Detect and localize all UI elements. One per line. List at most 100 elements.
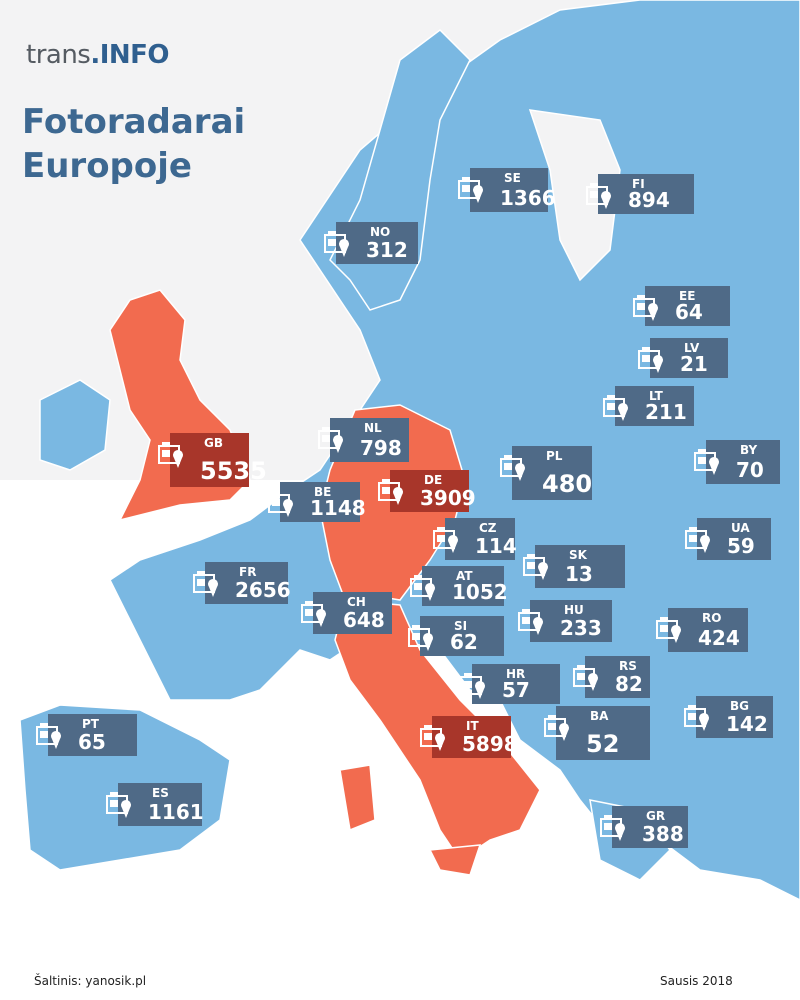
camera-icon [573,665,598,691]
camera-count: 5535 [200,457,267,485]
camera-count: 1366 [500,186,556,210]
country-box: EE 64 [633,286,730,326]
camera-icon [408,625,433,651]
country-box: CH 648 [301,592,392,634]
country-box: BA 52 [544,706,650,760]
country-code: FR [239,565,257,579]
camera-count: 1161 [148,800,204,824]
country-code: IT [466,719,479,733]
country-box: SE 1366 [458,168,556,212]
country-box: PT 65 [36,714,137,756]
source: Šaltinis: yanosik.pl [34,974,147,988]
camera-count: 59 [727,534,755,558]
country-box: IT 5898 [420,716,518,758]
camera-count: 52 [586,730,620,758]
country-code: SI [454,619,468,633]
country-box: ES 1161 [106,783,204,826]
camera-count: 3909 [420,486,476,510]
camera-icon [158,442,183,468]
country-box: LV 21 [638,338,728,378]
country-code: LT [649,389,663,403]
camera-count: 1148 [310,496,366,520]
country-code: RS [619,659,637,673]
country-box: HR 57 [460,664,560,704]
camera-icon [633,295,658,321]
country-code: SK [569,548,587,562]
camera-icon [318,427,343,453]
camera-count: 62 [450,630,478,654]
country-box: NL 798 [318,418,409,462]
camera-icon [638,347,663,373]
camera-count: 480 [542,470,593,498]
camera-count: 5898 [462,732,518,756]
camera-count: 114 [475,534,517,558]
country-code: BE [314,485,332,499]
camera-icon [106,792,131,818]
country-code: ES [152,786,169,800]
country-box: PL 480 [500,446,593,500]
camera-icon [420,725,445,751]
camera-count: 798 [360,436,402,460]
camera-icon [410,575,435,601]
camera-icon [460,673,485,699]
camera-icon [603,395,628,421]
camera-icon [378,479,403,505]
camera-count: 312 [366,238,408,262]
camera-icon [36,723,61,749]
country-box: FI 894 [586,174,694,214]
country-code: BA [590,709,609,723]
camera-count: 65 [78,730,106,754]
camera-count: 1052 [452,580,508,604]
country-code: LV [684,341,700,355]
camera-count: 21 [680,352,708,376]
country-box: CZ 114 [433,518,517,560]
country-code: PT [82,717,99,731]
camera-icon [694,449,719,475]
country-code: SE [504,171,521,185]
camera-icon [600,815,625,841]
camera-icon [518,609,543,635]
country-code: GR [646,809,666,823]
country-box: DE 3909 [378,470,476,512]
country-box: BY 70 [694,440,780,484]
country-box: UA 59 [685,518,771,560]
camera-icon [523,554,548,580]
camera-icon [656,617,681,643]
camera-count: 64 [675,300,703,324]
camera-icon [500,455,525,481]
camera-count: 233 [560,616,602,640]
country-code: CH [347,595,366,609]
camera-count: 648 [343,608,385,632]
camera-icon [685,527,710,553]
title: Fotoradarai Europoje [22,102,246,186]
country-box: HU 233 [518,600,612,642]
camera-count: 388 [642,822,684,846]
country-box: FR 2656 [193,562,291,604]
camera-count: 82 [615,672,643,696]
logo-suffix: .INFO [90,40,170,70]
camera-icon [458,177,483,203]
country-box: NO 312 [324,222,418,264]
country-code: HR [506,667,526,681]
camera-icon [324,231,349,257]
country-code: NO [370,225,391,239]
country-code: FI [632,177,645,191]
logo: trans.INFO [26,40,170,70]
country-code: DE [424,473,443,487]
country-box: SI 62 [408,616,504,656]
country-box: AT 1052 [410,566,508,606]
country-box: RS 82 [573,656,650,698]
country-box: BE 1148 [268,482,366,522]
camera-icon [193,571,218,597]
country-code: BG [730,699,749,713]
camera-count: 2656 [235,578,291,602]
country-code: EE [679,289,696,303]
camera-count: 142 [726,712,768,736]
country-code: HU [564,603,584,617]
camera-count: 211 [645,400,687,424]
country-code: PL [546,449,563,463]
country-box: SK 13 [523,545,625,588]
country-box: RO 424 [656,608,748,652]
country-code: UA [731,521,750,535]
camera-icon [433,527,458,553]
